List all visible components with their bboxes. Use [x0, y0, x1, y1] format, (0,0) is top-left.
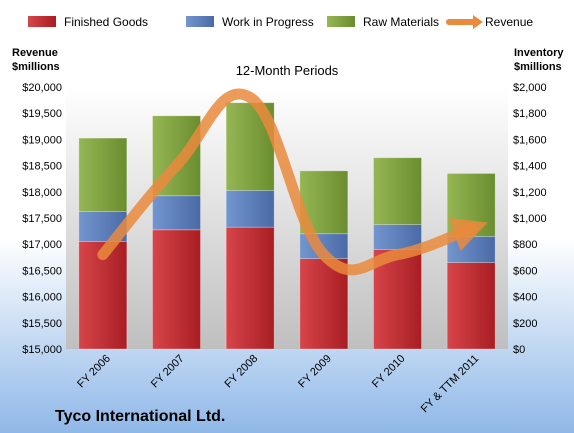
right-tick-label: $1,800: [513, 108, 547, 120]
legend-swatch-arrow: [473, 15, 483, 29]
legend-swatch: [186, 16, 214, 27]
bar-work-in-progress: [152, 195, 201, 231]
legend: Finished Goods Work in Progress Raw Materi…: [28, 15, 533, 29]
left-tick-label: $16,500: [22, 265, 62, 277]
right-tick-label: $1,600: [513, 134, 547, 146]
legend-swatch: [327, 16, 355, 27]
legend-item: Work in Progress: [186, 15, 314, 29]
legend-label: Revenue: [485, 15, 533, 29]
left-axis-title-line2: $millions: [12, 61, 60, 73]
bar-finished-goods: [373, 249, 422, 350]
revenue-line: [97, 88, 488, 276]
left-axis-title-line1: Revenue: [12, 47, 58, 59]
legend-label: Finished Goods: [64, 15, 148, 29]
left-tick-label: $15,000: [22, 344, 62, 356]
left-tick-label: $17,500: [22, 213, 62, 225]
right-tick-label: $2,000: [513, 82, 547, 94]
plot-area: [66, 87, 508, 349]
left-tick-label: $18,000: [22, 187, 62, 199]
right-tick-label: $400: [513, 292, 537, 304]
left-tick-label: $15,500: [22, 318, 62, 330]
legend-item: Finished Goods: [28, 15, 148, 29]
right-tick-label: $1,000: [513, 213, 547, 225]
left-tick-label: $17,000: [22, 239, 62, 251]
legend-label: Work in Progress: [222, 15, 314, 29]
bar-work-in-progress: [225, 190, 275, 228]
right-tick-label: $200: [513, 318, 537, 330]
left-axis-ticks: $20,000 $19,500 $19,000 $18,500 $18,000 $17,5…: [22, 82, 62, 356]
legend-item: Revenue: [446, 15, 533, 29]
bar-finished-goods: [446, 262, 496, 350]
left-tick-label: $16,000: [22, 292, 62, 304]
bar-finished-goods: [299, 258, 349, 350]
revenue-line-group: [97, 88, 488, 276]
legend-label: Raw Materials: [363, 15, 439, 29]
left-tick-label: $18,500: [22, 161, 62, 173]
company-name: Tyco International Ltd.: [55, 408, 225, 425]
right-tick-label: $1,200: [513, 187, 547, 199]
right-tick-label: $0: [513, 344, 525, 356]
left-tick-label: $19,500: [22, 108, 62, 120]
right-tick-label: $1,400: [513, 161, 547, 173]
legend-swatch: [28, 16, 56, 27]
bar-finished-goods: [225, 226, 275, 350]
right-tick-label: $800: [513, 239, 537, 251]
left-tick-label: $20,000: [22, 82, 62, 94]
left-tick-label: $19,000: [22, 134, 62, 146]
legend-item: Raw Materials: [327, 15, 439, 29]
chart-subtitle: 12-Month Periods: [236, 63, 339, 78]
right-tick-label: $600: [513, 265, 537, 277]
right-axis-ticks: $2,000 $1,800 $1,600 $1,400 $1,200 $1,000 $800…: [513, 82, 547, 356]
bar-raw-materials: [373, 157, 422, 225]
right-axis-title-line1: Inventory: [514, 47, 564, 59]
right-axis-title-line2: $millions: [514, 61, 562, 73]
bar-finished-goods: [152, 229, 201, 350]
bar-raw-materials: [78, 137, 128, 212]
